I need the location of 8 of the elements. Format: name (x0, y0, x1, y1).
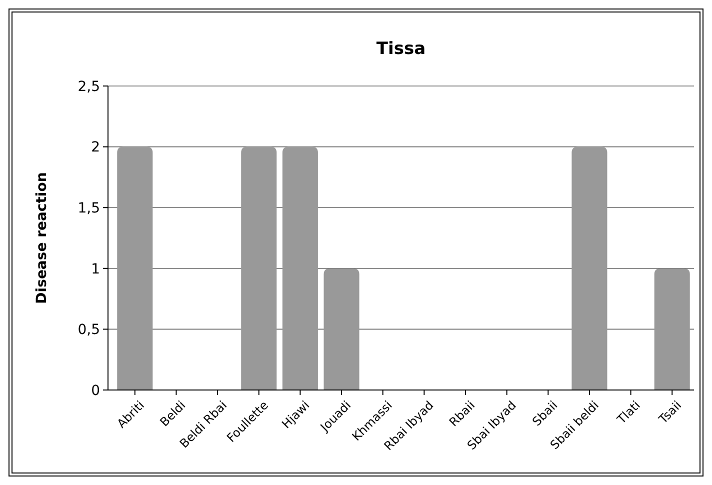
y-tick-label: 0,5 (78, 322, 100, 338)
y-tick-label: 2 (91, 140, 100, 156)
y-tick-label: 1,5 (78, 200, 100, 216)
y-tick-label: 1 (91, 261, 100, 278)
chart-title: Tissa (376, 39, 426, 59)
y-tick-label: 0 (91, 382, 100, 399)
y-axis-title: Disease reaction (34, 172, 50, 304)
y-tick-label: 2,5 (78, 78, 100, 95)
